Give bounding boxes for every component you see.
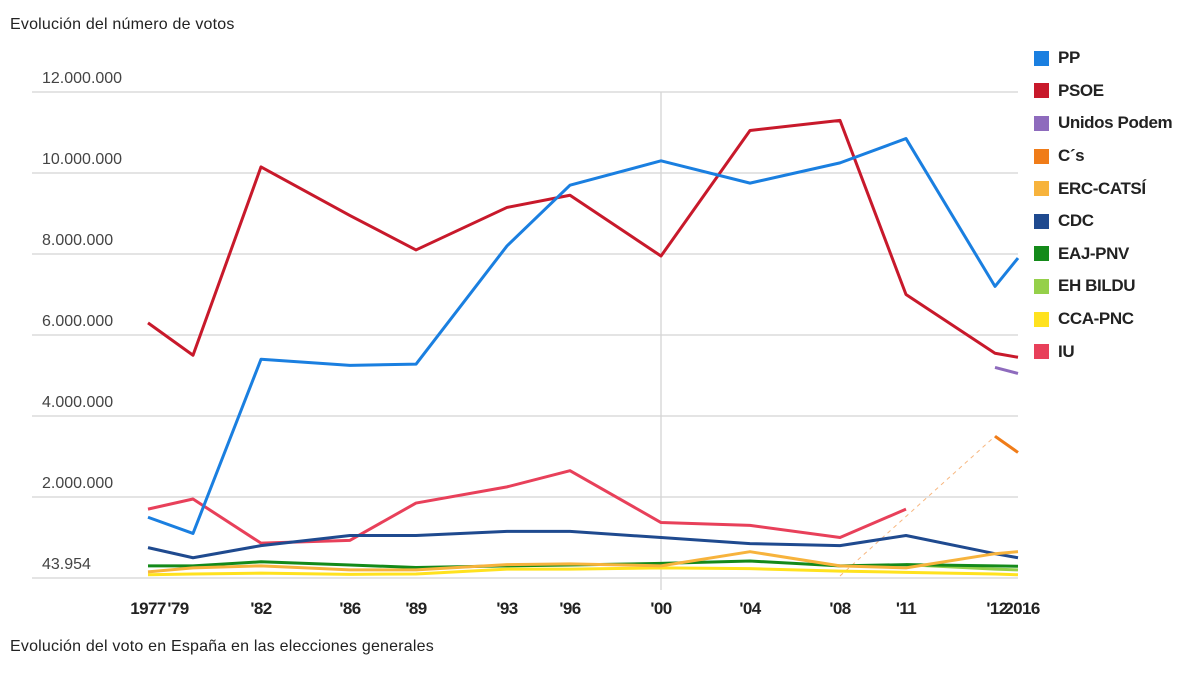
x-tick-label: '00 [650,599,671,618]
x-tick-label: '82 [250,599,271,618]
legend-swatch [1034,83,1049,99]
series-line-cca-pnc [147,566,1019,577]
legend-label: C´s [1058,146,1085,166]
series-line-unidos-podem [994,365,1019,375]
legend-item[interactable]: PSOE [1034,75,1172,108]
series-line-cdc [147,529,1019,560]
legend-swatch [1034,148,1049,164]
y-tick-label: 10.000.000 [42,151,122,168]
legend-label: PSOE [1058,80,1104,100]
x-tick-label: '11 [896,599,916,618]
legend-item[interactable]: C´s [1034,140,1172,173]
legend-label: Unidos Podem [1058,113,1173,133]
legend-item[interactable]: EAJ-PNV [1034,238,1172,271]
legend-label: ERC-CATSÍ [1058,178,1146,198]
series-line-pp [147,137,1020,535]
series-line-c-s [994,435,1019,454]
y-tick-label: 2.000.000 [42,475,113,492]
y-tick-label: 8.000.000 [42,232,113,249]
legend-label: CCA-PNC [1058,309,1134,329]
legend-swatch [1034,50,1049,66]
legend-swatch [1034,246,1049,262]
legend-swatch [1034,278,1049,294]
y-axis: 43.954 2.000.000 4.000.000 6.000.000 8.000.0… [42,70,122,573]
legend: PP PSOE Unidos Podem C´s ERC-CATSÍ CDC EAJ-PNV… [1034,42,1173,368]
legend-label: IU [1058,341,1075,361]
legend-label: EAJ-PNV [1058,243,1129,263]
x-tick-label: '79 [167,599,188,618]
legend-swatch [1034,213,1049,229]
x-tick-label: '12 [986,599,1007,618]
x-axis: 1977'79 '82 '86 '89 '93 '96 '00 '04 '08 '11 '12201… [130,599,1040,618]
legend-label: EH BILDU [1058,276,1136,296]
chart-caption: Evolución del voto en España en las elec… [10,638,434,655]
legend-label: CDC [1058,211,1094,231]
legend-swatch [1034,115,1049,131]
y-tick-label: 43.954 [42,556,91,573]
x-tick-label: '04 [739,599,761,618]
legend-item[interactable]: ERC-CATSÍ [1034,172,1172,205]
y-tick-label: 6.000.000 [42,313,113,330]
legend-swatch [1034,311,1049,327]
x-tick-label: 2016 [1004,599,1040,618]
chart-title: Evolución del número de votos [10,16,235,33]
legend-item[interactable]: PP [1034,42,1172,75]
x-tick-label: '89 [405,599,426,618]
series-line-erc-cats- [147,550,1019,574]
legend-item[interactable]: CCA-PNC [1034,303,1172,336]
legend-label: PP [1058,48,1080,68]
legend-swatch [1034,181,1049,197]
legend-swatch [1034,344,1049,360]
legend-item[interactable]: Unidos Podem [1034,107,1173,140]
legend-item[interactable]: CDC [1034,205,1172,238]
x-tick-label: '93 [496,599,517,618]
x-tick-label: '96 [559,599,580,618]
annotation-dashed-line [839,435,996,577]
y-tick-label: 4.000.000 [42,394,113,411]
legend-item[interactable]: EH BILDU [1034,270,1172,303]
x-tick-label: 1977 [130,599,166,618]
grid [32,91,1018,590]
y-tick-label: 12.000.000 [42,70,122,87]
x-tick-label: '86 [339,599,360,618]
x-tick-label: '08 [829,599,850,618]
legend-item[interactable]: IU [1034,335,1172,368]
series-line-iu [147,469,907,545]
series-lines [147,118,1020,577]
series-line-psoe [147,118,1019,359]
